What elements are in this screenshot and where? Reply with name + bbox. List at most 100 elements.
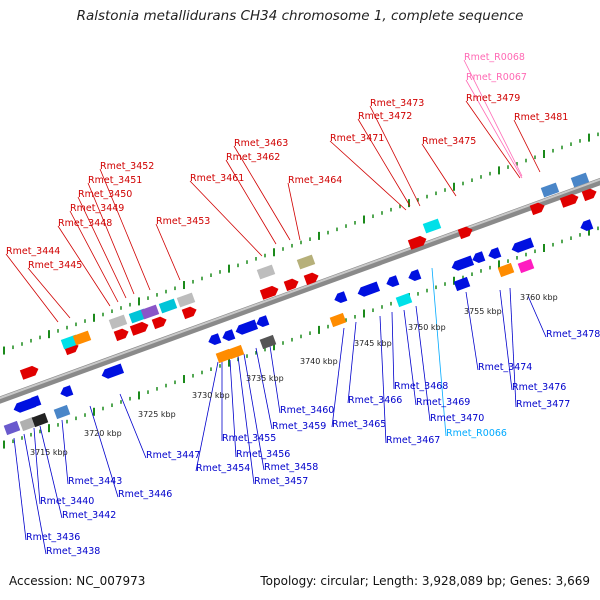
minus-strand-gene[interactable] bbox=[579, 219, 594, 233]
minus-strand-gene[interactable] bbox=[356, 281, 381, 299]
plus-strand-feature[interactable] bbox=[108, 314, 128, 330]
plus-strand-feature[interactable] bbox=[540, 182, 560, 198]
minus-strand-feature[interactable] bbox=[453, 276, 471, 292]
plus-strand-gene[interactable] bbox=[559, 192, 580, 208]
bottom-gene-label[interactable]: Rmet_3446 bbox=[118, 489, 172, 500]
minus-strand-gene[interactable] bbox=[234, 319, 259, 337]
plus-strand-feature[interactable] bbox=[422, 218, 442, 234]
plus-strand-gene[interactable] bbox=[259, 284, 280, 300]
bottom-gene-label[interactable]: Rmet_3466 bbox=[348, 395, 402, 406]
plus-strand-gene[interactable] bbox=[303, 271, 321, 286]
plus-strand-feature[interactable] bbox=[176, 292, 196, 308]
plus-strand-feature[interactable] bbox=[140, 304, 160, 320]
bottom-gene-label[interactable]: Rmet_3478 bbox=[546, 329, 600, 340]
minus-strand-gene[interactable] bbox=[59, 385, 74, 399]
minus-strand-gene[interactable] bbox=[333, 291, 348, 305]
plus-strand-gene[interactable] bbox=[283, 277, 301, 292]
plus-strand-gene[interactable] bbox=[407, 234, 428, 250]
bottom-gene-label[interactable]: Rmet_3447 bbox=[146, 450, 200, 461]
plus-strand-gene[interactable] bbox=[529, 201, 547, 216]
top-gene-label[interactable]: Rmet_3475 bbox=[422, 136, 476, 147]
bottom-gene-label[interactable]: Rmet_3436 bbox=[26, 532, 80, 543]
top-gene-label[interactable]: Rmet_3451 bbox=[88, 175, 142, 186]
minus-strand-feature[interactable] bbox=[329, 312, 347, 328]
plus-strand-feature[interactable] bbox=[296, 254, 316, 270]
top-gene-label[interactable]: Rmet_3461 bbox=[190, 173, 244, 184]
top-gene-label[interactable]: Rmet_3445 bbox=[28, 260, 82, 271]
minus-strand-feature[interactable] bbox=[53, 404, 71, 420]
top-gene-label[interactable]: Rmet_3444 bbox=[6, 246, 60, 257]
plus-strand-feature[interactable] bbox=[158, 298, 178, 314]
top-gene-label[interactable]: Rmet_3453 bbox=[156, 216, 210, 227]
bottom-gene-label[interactable]: Rmet_3458 bbox=[264, 462, 318, 473]
minus-strand-feature[interactable] bbox=[227, 344, 245, 360]
bottom-rna-label[interactable]: Rmet_R0066 bbox=[446, 428, 507, 439]
bottom-gene-label[interactable]: Rmet_3468 bbox=[394, 381, 448, 392]
bottom-gene-label[interactable]: Rmet_3456 bbox=[236, 449, 290, 460]
plus-strand-feature[interactable] bbox=[570, 172, 590, 188]
plus-strand-gene[interactable] bbox=[581, 187, 599, 202]
plus-strand-gene[interactable] bbox=[151, 315, 169, 330]
minus-strand-feature[interactable] bbox=[19, 416, 37, 432]
top-gene-label[interactable]: Rmet_3452 bbox=[100, 161, 154, 172]
top-gene-label[interactable]: Rmet_3481 bbox=[514, 112, 568, 123]
plus-strand-gene[interactable] bbox=[113, 327, 131, 342]
bottom-gene-label[interactable]: Rmet_3469 bbox=[416, 397, 470, 408]
bottom-gene-label[interactable]: Rmet_3477 bbox=[516, 399, 570, 410]
minus-strand-gene[interactable] bbox=[510, 237, 535, 255]
minus-strand-gene[interactable] bbox=[471, 251, 486, 265]
bottom-gene-label[interactable]: Rmet_3460 bbox=[280, 405, 334, 416]
plus-strand-feature[interactable] bbox=[72, 330, 92, 346]
minus-strand-gene[interactable] bbox=[27, 395, 42, 409]
top-gene-label[interactable]: Rmet_3479 bbox=[466, 93, 520, 104]
bottom-gene-label[interactable]: Rmet_3457 bbox=[254, 476, 308, 487]
minus-strand-gene[interactable] bbox=[450, 255, 475, 273]
minus-strand-gene[interactable] bbox=[100, 363, 125, 381]
top-gene-label[interactable]: Rmet_3464 bbox=[288, 175, 342, 186]
top-gene-label[interactable]: Rmet_3473 bbox=[370, 98, 424, 109]
minus-strand-gene[interactable] bbox=[487, 247, 502, 261]
minus-strand-gene[interactable] bbox=[407, 269, 422, 283]
plus-strand-gene[interactable] bbox=[181, 305, 199, 320]
minus-strand-feature[interactable] bbox=[517, 258, 535, 274]
top-gene-label[interactable]: Rmet_3471 bbox=[330, 133, 384, 144]
scale-tick-label: 3745 kbp bbox=[354, 339, 392, 348]
minus-strand-gene[interactable] bbox=[207, 333, 222, 347]
minus-strand-gene[interactable] bbox=[385, 275, 400, 289]
minus-strand-feature[interactable] bbox=[31, 412, 49, 428]
top-gene-label[interactable]: Rmet_3449 bbox=[70, 203, 124, 214]
bottom-gene-label[interactable]: Rmet_3476 bbox=[512, 382, 566, 393]
minus-strand-feature[interactable] bbox=[497, 262, 515, 278]
top-gene-label[interactable]: Rmet_3462 bbox=[226, 152, 280, 163]
minus-strand-gene[interactable] bbox=[255, 315, 270, 329]
plus-strand-feature[interactable] bbox=[256, 264, 276, 280]
bottom-gene-label[interactable]: Rmet_3459 bbox=[272, 421, 326, 432]
bottom-gene-label[interactable]: Rmet_3440 bbox=[40, 496, 94, 507]
top-gene-label[interactable]: Rmet_3472 bbox=[358, 111, 412, 122]
bottom-gene-label[interactable]: Rmet_3470 bbox=[430, 413, 484, 424]
minus-strand-feature[interactable] bbox=[215, 348, 233, 364]
bottom-gene-label[interactable]: Rmet_3465 bbox=[332, 419, 386, 430]
minus-strand-feature[interactable] bbox=[3, 420, 21, 436]
bottom-gene-label[interactable]: Rmet_3474 bbox=[478, 362, 532, 373]
top-gene-label[interactable]: Rmet_3463 bbox=[234, 138, 288, 149]
top-gene-label[interactable]: Rmet_3450 bbox=[78, 189, 132, 200]
minus-strand-gene[interactable] bbox=[221, 329, 236, 343]
bottom-gene-label[interactable]: Rmet_3454 bbox=[196, 463, 250, 474]
plus-strand-gene[interactable] bbox=[457, 225, 475, 240]
plus-strand-gene[interactable] bbox=[19, 364, 40, 380]
minus-strand-feature[interactable] bbox=[259, 334, 277, 350]
bottom-gene-label[interactable]: Rmet_3467 bbox=[386, 435, 440, 446]
bottom-gene-label[interactable]: Rmet_3443 bbox=[68, 476, 122, 487]
top-gene-label[interactable]: Rmet_3448 bbox=[58, 218, 112, 229]
bottom-gene-label[interactable]: Rmet_3442 bbox=[62, 510, 116, 521]
bottom-gene-label[interactable]: Rmet_3455 bbox=[222, 433, 276, 444]
leader-line bbox=[189, 180, 263, 257]
top-rna-label[interactable]: Rmet_R0067 bbox=[466, 72, 527, 83]
plus-strand-gene[interactable] bbox=[129, 320, 150, 336]
bottom-gene-label[interactable]: Rmet_3438 bbox=[46, 546, 100, 557]
top-rna-label[interactable]: Rmet_R0068 bbox=[464, 52, 525, 63]
leader-line bbox=[463, 59, 523, 177]
minus-strand-feature[interactable] bbox=[395, 292, 413, 308]
